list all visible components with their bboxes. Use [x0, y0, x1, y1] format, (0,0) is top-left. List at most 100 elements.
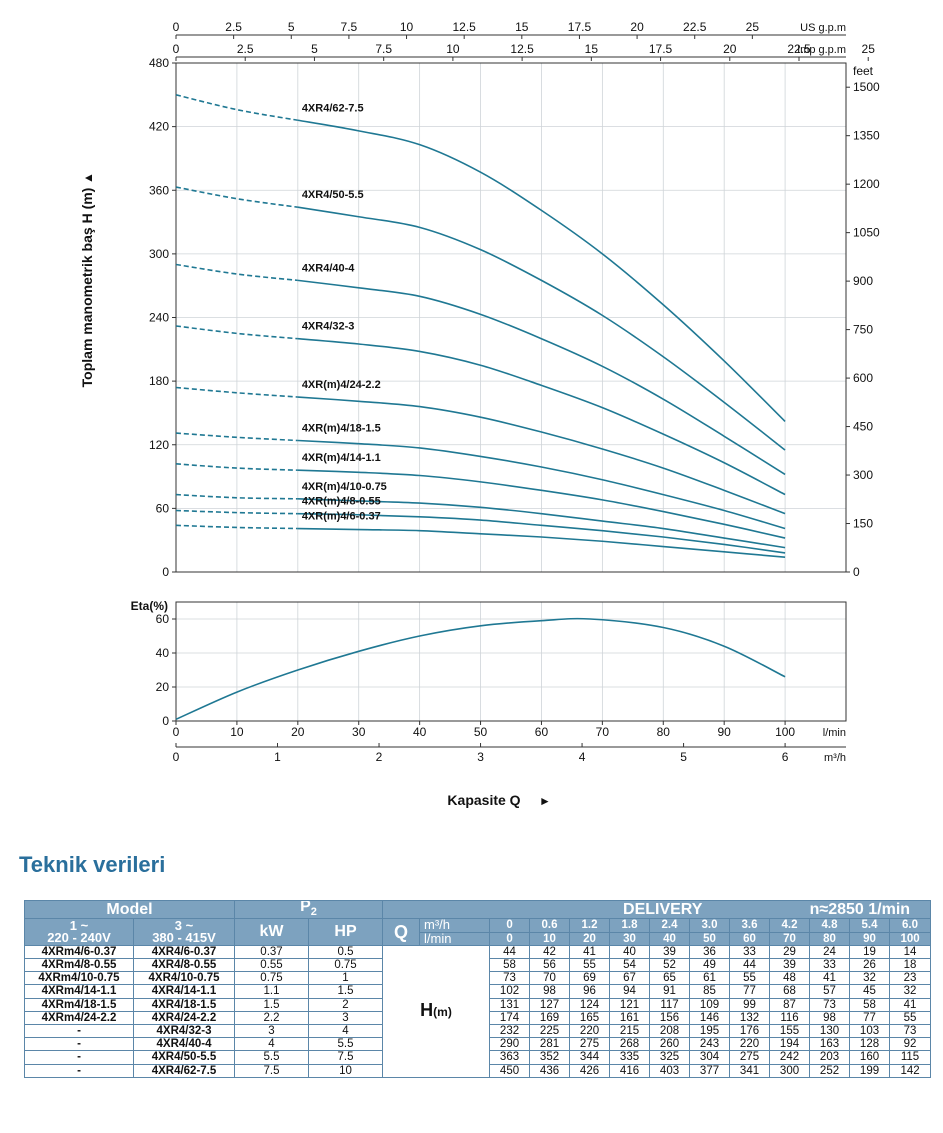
- series-line: [297, 469, 786, 539]
- model-3phase-cell: 4XR4/18-1.5: [133, 997, 235, 1012]
- eta-y-tick-label: 60: [156, 612, 170, 626]
- head-value-cell: 58: [489, 957, 531, 973]
- model-1phase-cell: 4XRm4/14-1.1: [24, 984, 134, 999]
- y2-tick-label: 1050: [853, 226, 880, 240]
- delivery-label: DELIVERY: [623, 900, 703, 918]
- head-value-cell: 208: [649, 1024, 691, 1039]
- us-tick-label: 0: [173, 20, 180, 34]
- us-tick-label: 20: [630, 20, 644, 34]
- head-value-cell: 220: [729, 1037, 771, 1052]
- lmin-tick-label: 50: [474, 725, 488, 739]
- lmin-tick-label: 40: [413, 725, 427, 739]
- head-value-cell: 220: [569, 1024, 611, 1039]
- head-value-cell: 55: [569, 957, 611, 973]
- eta-y-tick-label: 40: [156, 646, 170, 660]
- head-value-cell: 44: [489, 944, 531, 960]
- head-value-cell: 69: [569, 971, 611, 986]
- hp-cell: 0.75: [307, 957, 384, 973]
- us-tick-label: 25: [746, 20, 760, 34]
- y-axis-arrow: ▲: [81, 172, 95, 184]
- eta-plot-frame: [175, 601, 847, 722]
- q-m3h-cell: 3.6: [729, 918, 771, 933]
- hp-cell: 3: [307, 1010, 384, 1026]
- head-value-cell: 225: [529, 1024, 571, 1039]
- m3h-tick-label: 0: [173, 750, 180, 764]
- spec-table-body: 4XRm4/6-0.37 4XR4/6-0.37 0.37 0.5 H(m) 44 42 41…: [24, 944, 932, 1078]
- head-value-cell: 195: [689, 1024, 731, 1039]
- eta-y-title: Eta(%): [131, 599, 168, 613]
- y2-tick-label: 1200: [853, 177, 880, 191]
- y-tick-label: 480: [149, 56, 169, 70]
- series-label: 4XR(m)4/10-0.75: [302, 481, 387, 493]
- y-tick-label: 300: [149, 247, 169, 261]
- imp-tick-label: 2.5: [237, 42, 254, 56]
- imp-tick-label: 10: [446, 42, 460, 56]
- head-value-cell: 416: [609, 1063, 651, 1078]
- model-1phase-cell: 4XRm4/24-2.2: [24, 1010, 134, 1026]
- head-value-cell: 199: [849, 1063, 891, 1078]
- head-value-cell: 165: [569, 1010, 611, 1026]
- q-m3h-cell: 0.6: [529, 918, 571, 933]
- table-row: 4XRm4/18-1.5 4XR4/18-1.5 1.5 2 131 127 124 121 1…: [24, 997, 932, 1012]
- head-value-cell: 26: [849, 957, 891, 973]
- q-m3h-cell: 1.2: [569, 918, 611, 933]
- head-value-cell: 99: [729, 997, 771, 1012]
- series-line-dashed: [175, 386, 298, 398]
- head-value-cell: 55: [889, 1010, 932, 1026]
- head-value-cell: 176: [729, 1024, 771, 1039]
- head-value-cell: 252: [809, 1063, 851, 1078]
- head-value-cell: 44: [729, 957, 771, 973]
- spec-table: Model P2 DELIVERY n≈2850 1/min 1 ~220 - 2…: [24, 899, 932, 1078]
- head-value-cell: 36: [689, 944, 731, 960]
- y2-tick-label: 150: [853, 517, 873, 531]
- head-value-cell: 54: [609, 957, 651, 973]
- hp-cell: 4: [307, 1024, 384, 1039]
- us-tick-label: 5: [288, 20, 295, 34]
- m3h-tick-label: 5: [680, 750, 687, 764]
- kw-cell: 0.75: [234, 971, 309, 986]
- p2-header: P2: [233, 899, 384, 920]
- m3h-tick-label: 3: [477, 750, 484, 764]
- head-value-cell: 68: [769, 984, 811, 999]
- head-value-cell: 163: [809, 1037, 851, 1052]
- delivery-header: DELIVERY n≈2850 1/min: [382, 899, 932, 920]
- us-axis-label: US g.p.m: [800, 22, 846, 34]
- q-lmin-cell: 100: [889, 931, 932, 946]
- head-value-cell: 42: [529, 944, 571, 960]
- us-tick-label: 7.5: [341, 20, 358, 34]
- lmin-tick-label: 70: [596, 725, 610, 739]
- model-1phase-cell: 4XRm4/18-1.5: [24, 997, 134, 1012]
- q-lmin-cell: 20: [569, 931, 611, 946]
- kw-cell: 0.37: [234, 944, 309, 960]
- series-line: [297, 337, 786, 496]
- head-value-cell: 52: [649, 957, 691, 973]
- y-tick-label: 0: [162, 565, 169, 579]
- imp-tick-label: 20: [723, 42, 737, 56]
- head-value-cell: 290: [489, 1037, 531, 1052]
- series-line-dashed: [175, 509, 298, 515]
- q-m3h-cell: 6.0: [889, 918, 932, 933]
- head-value-cell: 160: [849, 1050, 891, 1065]
- head-value-cell: 300: [769, 1063, 811, 1078]
- y2-tick-label: 0: [853, 565, 860, 579]
- table-row: 4XRm4/6-0.37 4XR4/6-0.37 0.37 0.5 H(m) 44 42 41…: [24, 944, 932, 1078]
- performance-chart: 0601201802403003604204800150300450600750…: [79, 20, 880, 808]
- head-value-cell: 92: [889, 1037, 932, 1052]
- kw-cell: 0.55: [234, 957, 309, 973]
- imp-tick-label: 25: [862, 42, 876, 56]
- q-lmin-cell: 80: [809, 931, 851, 946]
- series-label: 4XR(m)4/18-1.5: [302, 423, 381, 435]
- q-lmin-cell: 40: [649, 931, 691, 946]
- head-value-cell: 142: [889, 1063, 932, 1078]
- head-value-cell: 41: [889, 997, 932, 1012]
- head-value-cell: 161: [609, 1010, 651, 1026]
- model-3phase-cell: 4XR4/24-2.2: [133, 1010, 235, 1026]
- model-3phase-cell: 4XR4/40-4: [133, 1037, 235, 1052]
- series-line-dashed: [175, 463, 298, 471]
- head-value-cell: 77: [729, 984, 771, 999]
- head-value-cell: 242: [769, 1050, 811, 1065]
- series-label: 4XR(m)4/8-0.55: [302, 496, 381, 508]
- q-m3h-cell: 4.8: [809, 918, 851, 933]
- kw-cell: 1.5: [234, 997, 309, 1012]
- head-value-cell: 109: [689, 997, 731, 1012]
